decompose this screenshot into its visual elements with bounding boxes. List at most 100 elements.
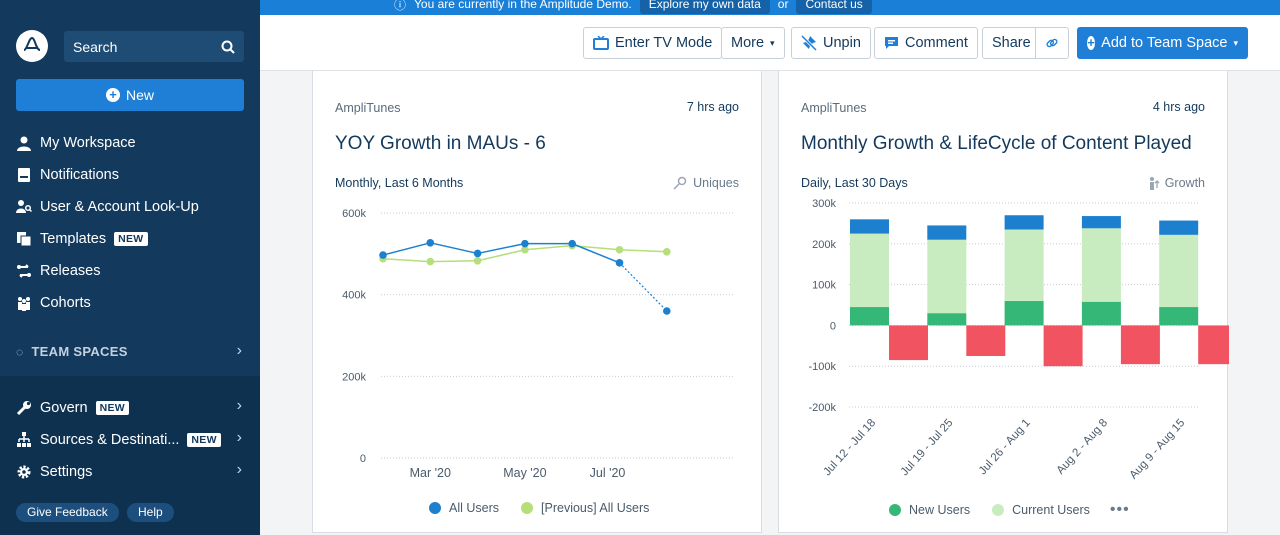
contact-us-button[interactable]: Contact us (796, 0, 872, 14)
search-input[interactable]: Search (64, 31, 244, 62)
bar-segment-negative (966, 325, 1006, 356)
bar-segment (850, 219, 889, 234)
data-point (426, 239, 435, 247)
series-line-segment (571, 242, 620, 264)
x-tick-label: Jul 19 - Jul 25 (899, 417, 956, 478)
plus-circle-icon: + (1087, 35, 1096, 50)
legend-dot (889, 504, 901, 516)
chevron-right-icon[interactable]: › (236, 429, 242, 446)
sidebar-item-label: Notifications (40, 167, 119, 183)
sidebar-item-govern[interactable]: Govern NEW (16, 398, 129, 418)
legend-dot (992, 504, 1005, 516)
bar-segment (1081, 216, 1121, 229)
share-button[interactable]: Share (982, 27, 1036, 59)
legend-dot (521, 502, 534, 514)
chevron-right-icon[interactable]: › (236, 342, 242, 359)
sidebar-item-cohorts[interactable]: Cohorts (16, 293, 91, 313)
new-badge: NEW (95, 401, 129, 415)
data-point (615, 245, 624, 254)
chevron-right-icon[interactable]: › (236, 397, 242, 414)
sidebar-item-releases[interactable]: Releases (16, 261, 100, 281)
series-line-segment (430, 260, 478, 263)
x-tick-label: Aug 2 - Aug 8 (1055, 417, 1111, 477)
sidebar-item-settings[interactable]: Settings (16, 462, 92, 482)
bar-segment (1159, 307, 1199, 326)
bar-chart[interactable]: 300k 200k 100k 0 -100k -200k Jul 12 - Jul 18 Ju… (779, 191, 1229, 501)
unpin-label: Unpin (823, 35, 861, 51)
bar-segment (927, 225, 967, 240)
more-button[interactable]: More ▾ (721, 27, 785, 59)
new-badge: NEW (187, 433, 221, 447)
series-line-segment (619, 262, 668, 312)
bar-segment (850, 307, 889, 326)
series-line-segment (477, 249, 526, 262)
legend-label[interactable]: New Users (909, 503, 971, 517)
more-series-icon[interactable]: ••• (1109, 501, 1130, 518)
amplitude-logo-icon[interactable] (16, 30, 48, 62)
sidebar-item-label: Cohorts (40, 295, 91, 311)
line-chart[interactable]: 600k 400k 200k 0 Mar '20 May '20 Jul '20 (313, 196, 763, 496)
give-feedback-button[interactable]: Give Feedback (16, 503, 119, 522)
sidebar-item-label: Templates (40, 231, 107, 247)
team-spaces-icon: ◌ (16, 344, 24, 359)
chart-legend: New Users Current Users ••• (889, 501, 1130, 519)
help-button[interactable]: Help (127, 503, 174, 522)
y-tick-label: 100k (812, 280, 836, 292)
demo-banner: ⓘ You are currently in the Amplitude Dem… (260, 0, 1280, 15)
unpin-button[interactable]: Unpin (791, 27, 871, 59)
data-point (568, 239, 576, 248)
metric-text: Growth (1164, 176, 1205, 190)
copy-link-button[interactable] (1035, 27, 1069, 59)
metric-label: Uniques (673, 176, 739, 190)
y-tick-label: 0 (360, 453, 366, 465)
sidebar-item-notifications[interactable]: Notifications (16, 165, 119, 185)
chart-card-lifecycle[interactable]: AmpliTunes 4 hrs ago Monthly Growth & Li… (778, 71, 1229, 533)
y-tick-label: 600k (342, 208, 366, 220)
new-button[interactable]: + New (16, 79, 244, 111)
x-tick-label: Jul '20 (590, 466, 626, 480)
bar-segment (850, 233, 889, 308)
chart-title[interactable]: Monthly Growth & LifeCycle of Content Pl… (801, 133, 1192, 154)
sidebar-item-sources-destinations[interactable]: Sources & Destinati... NEW (16, 430, 221, 450)
sidebar-item-templates[interactable]: Templates NEW (16, 229, 148, 249)
tv-icon (593, 36, 609, 50)
chart-title[interactable]: YOY Growth in MAUs - 6 (335, 133, 546, 154)
legend-label[interactable]: Current Users (1012, 503, 1090, 517)
metric-text: Uniques (693, 176, 739, 190)
chevron-right-icon[interactable]: › (236, 461, 242, 478)
dashboard-toolbar: Enter TV Mode More ▾ Unpin Comment Share… (260, 15, 1280, 71)
sidebar-item-my-workspace[interactable]: My Workspace (16, 133, 136, 153)
chart-card-mau[interactable]: AmpliTunes 7 hrs ago YOY Growth in MAUs … (312, 71, 762, 533)
bar-segment (927, 239, 967, 314)
bar-segment-negative (1043, 325, 1083, 367)
legend-label[interactable]: All Users (449, 501, 500, 515)
new-badge: NEW (114, 232, 148, 246)
team-spaces-header[interactable]: ◌ TEAM SPACES (16, 344, 128, 359)
data-point (473, 249, 482, 258)
data-point (663, 307, 671, 315)
sidebar-item-label: My Workspace (40, 135, 136, 151)
series-line-segment (430, 242, 478, 255)
series-line-segment (382, 242, 431, 256)
y-tick-label: -200k (808, 402, 836, 414)
card-timestamp: 4 hrs ago (1152, 100, 1205, 114)
bar-segment (1004, 215, 1044, 230)
sidebar-item-user-lookup[interactable]: User & Account Look-Up (16, 197, 199, 217)
sources-icon (16, 432, 32, 448)
series-line-segment (619, 249, 667, 253)
user-icon (16, 135, 32, 151)
banner-text: You are currently in the Amplitude Demo. (414, 0, 632, 11)
legend-label[interactable]: [Previous] All Users (541, 501, 650, 515)
add-label: Add to Team Space (1101, 35, 1228, 51)
chart-subtitle: Daily, Last 30 Days (801, 176, 908, 190)
sidebar-item-label: Sources & Destinati... (40, 432, 180, 448)
team-spaces-label: TEAM SPACES (31, 344, 128, 359)
inbox-icon (16, 167, 32, 183)
enter-tv-mode-button[interactable]: Enter TV Mode (583, 27, 723, 59)
search-icon (221, 40, 235, 54)
comment-button[interactable]: Comment (874, 27, 978, 59)
chart-legend: All Users [Previous] All Users (429, 501, 649, 515)
add-to-team-space-button[interactable]: + Add to Team Space ▾ (1077, 27, 1248, 59)
explore-own-data-button[interactable]: Explore my own data (639, 0, 770, 14)
bar-segment (927, 313, 967, 326)
